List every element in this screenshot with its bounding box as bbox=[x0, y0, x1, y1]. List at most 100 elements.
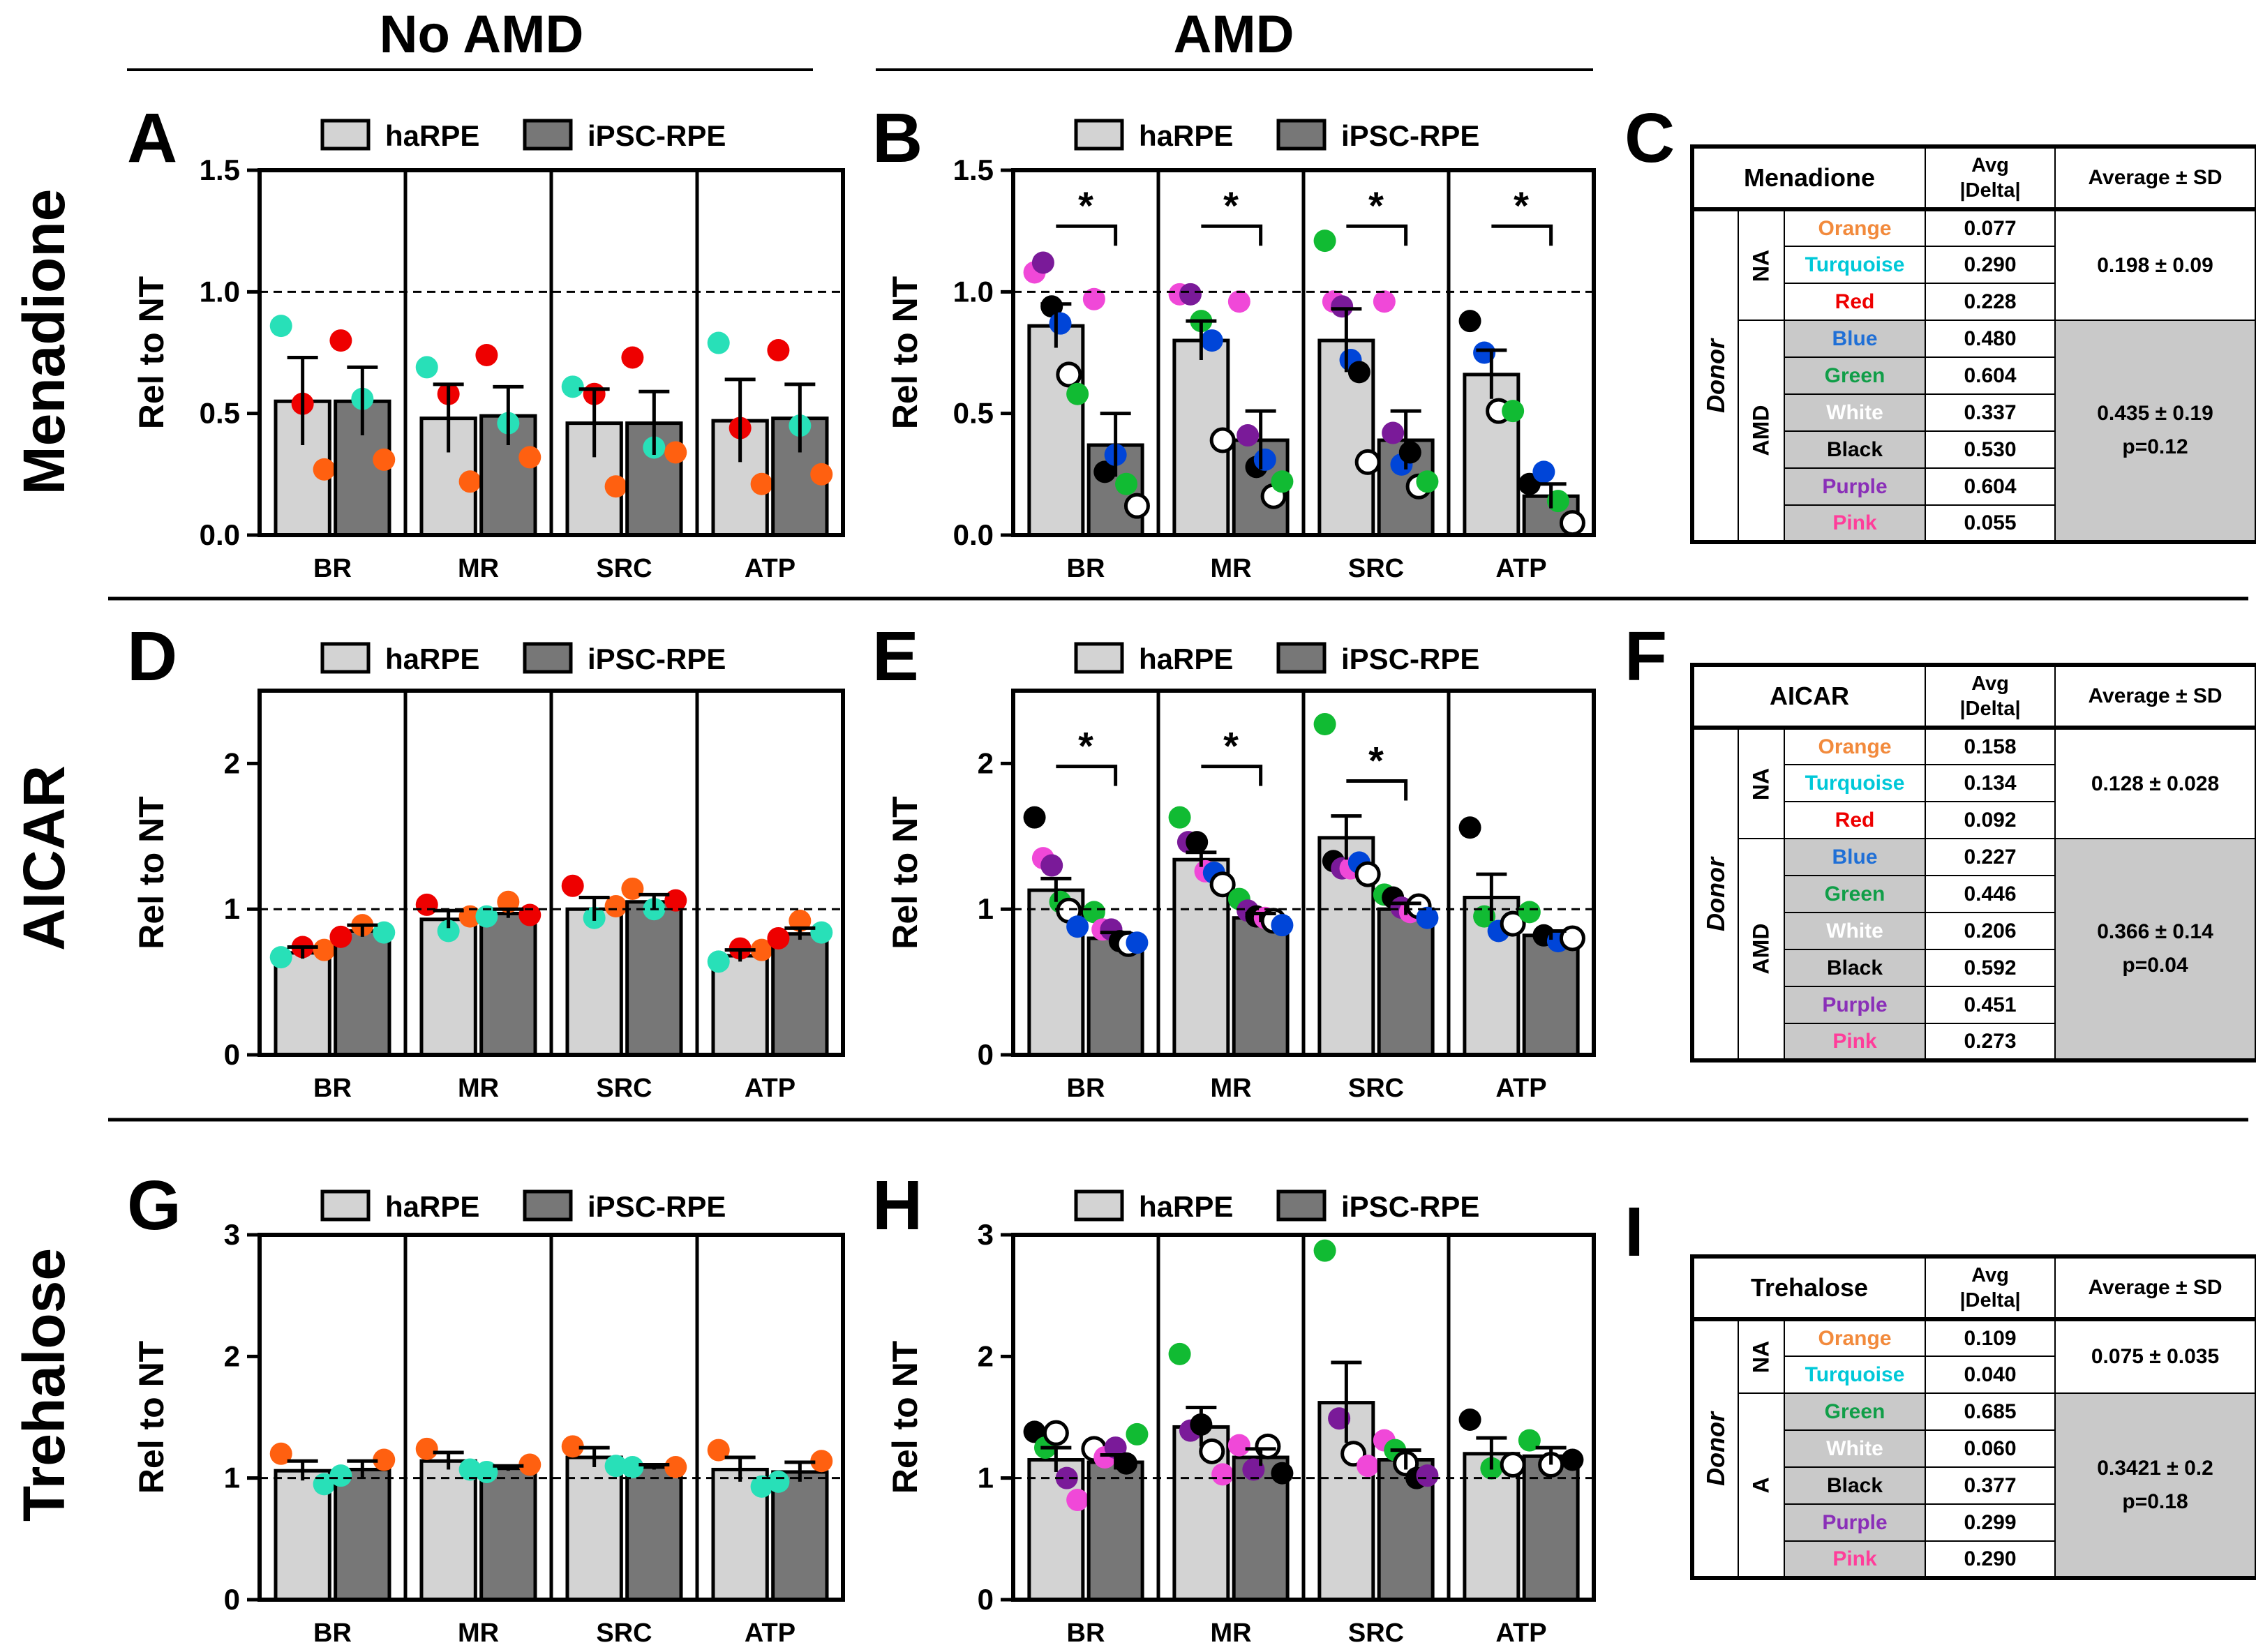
group-label: AMD bbox=[1748, 405, 1774, 456]
data-point-green bbox=[1416, 470, 1439, 493]
data-point-white bbox=[1123, 493, 1150, 519]
plot-frame bbox=[257, 168, 845, 537]
y-axis-label: Rel to NT bbox=[132, 796, 171, 949]
donor-name: Orange bbox=[1783, 209, 1927, 247]
data-point-red bbox=[329, 925, 352, 948]
table-title: AICAR bbox=[1691, 664, 1927, 730]
donor-avg-delta: 0.604 bbox=[1925, 356, 2056, 395]
legend-label-harpe: haRPE bbox=[1139, 643, 1233, 675]
plot-frame bbox=[1011, 689, 1596, 1057]
data-point-black bbox=[1093, 460, 1116, 483]
data-point-white bbox=[1056, 361, 1082, 388]
data-point-green bbox=[1518, 1429, 1541, 1452]
data-point-turquoise bbox=[604, 1455, 627, 1478]
legend-label-harpe: haRPE bbox=[1139, 1190, 1233, 1223]
data-point-green bbox=[1168, 1342, 1191, 1365]
donor-label: Donor bbox=[1701, 857, 1730, 931]
donor-name: Red bbox=[1783, 283, 1927, 321]
data-point-white bbox=[1209, 871, 1236, 898]
donor-name: Black bbox=[1783, 430, 1927, 469]
bar-ipsc-rpe-br bbox=[1086, 936, 1144, 1057]
data-point-orange bbox=[604, 895, 627, 918]
table-c: Menadione Avg |Delta| Average ± SD Donor NA Or… bbox=[1690, 144, 2256, 544]
panel-letter-e: E bbox=[872, 617, 919, 696]
y-tick-label: 0.0 bbox=[953, 518, 994, 551]
significance-bracket bbox=[1056, 765, 1118, 786]
donor-name: Black bbox=[1783, 949, 1927, 987]
legend-swatch-harpe bbox=[1074, 1189, 1124, 1222]
significance-bracket bbox=[1201, 765, 1263, 786]
x-tick-label: BR bbox=[1067, 1074, 1105, 1103]
donor-name: Red bbox=[1783, 801, 1927, 839]
data-point-turquoise bbox=[810, 921, 833, 944]
data-point-green bbox=[1313, 1239, 1336, 1262]
donor-avg-delta: 0.290 bbox=[1925, 246, 2056, 284]
group-summary-value: 0.075 ± 0.035 bbox=[2091, 1345, 2220, 1368]
chart-panel-a: BR MR SRC ATP 0.0 0.5 1.0 1.5 Rel to NT haRPE iPSC… bbox=[132, 119, 845, 583]
donor-name: Green bbox=[1783, 875, 1927, 913]
significance-star: * bbox=[1078, 183, 1093, 227]
bar-ipsc-rpe-atp bbox=[771, 1470, 829, 1602]
group-label: A bbox=[1748, 1476, 1774, 1494]
donor-name: White bbox=[1783, 912, 1927, 950]
group-label: NA bbox=[1748, 1340, 1774, 1374]
table-title: Menadione bbox=[1691, 146, 1927, 211]
y-tick-label: 2 bbox=[224, 1339, 240, 1372]
legend-label-ipsc: iPSC-RPE bbox=[588, 119, 726, 152]
bar-ipsc-rpe-atp bbox=[1522, 933, 1580, 1057]
data-point-pink bbox=[1211, 1463, 1234, 1486]
legend-swatch-harpe bbox=[320, 642, 371, 674]
data-point-white bbox=[1500, 910, 1526, 937]
donor-name: Purple bbox=[1783, 1503, 1927, 1542]
x-tick-label: SRC bbox=[596, 554, 652, 583]
data-point-white bbox=[1209, 427, 1236, 453]
group-summary: 0.3421 ± 0.2 p=0.18 bbox=[2054, 1392, 2256, 1579]
legend-label-ipsc: iPSC-RPE bbox=[1341, 643, 1479, 675]
donor-avg-delta: 0.377 bbox=[1925, 1466, 2056, 1505]
data-point-green bbox=[1115, 472, 1138, 495]
group-summary: 0.366 ± 0.14 p=0.04 bbox=[2054, 838, 2256, 1061]
y-axis-label: Rel to NT bbox=[132, 1341, 171, 1494]
group-summary-pvalue: p=0.12 bbox=[2122, 435, 2188, 458]
col-avg-line1: Avg bbox=[1971, 154, 2009, 177]
table-row: Donor NA Orange 0.109 0.075 ± 0.035 bbox=[1691, 1319, 2256, 1579]
data-point-red bbox=[664, 889, 687, 912]
significance-star: * bbox=[1368, 183, 1384, 227]
group-label-cell: A bbox=[1738, 1392, 1785, 1579]
group-label-cell: AMD bbox=[1738, 320, 1785, 543]
table-row: Red 0.092 bbox=[1692, 801, 2256, 839]
data-point-orange bbox=[664, 441, 687, 464]
data-point-orange bbox=[458, 470, 481, 493]
donor-avg-delta: 0.227 bbox=[1925, 838, 2056, 876]
data-point-orange bbox=[518, 446, 541, 469]
donor-avg-delta: 0.206 bbox=[1925, 912, 2056, 950]
group-summary: 0.075 ± 0.035 bbox=[2054, 1319, 2256, 1394]
data-point-turquoise bbox=[475, 905, 498, 928]
donor-name: Orange bbox=[1783, 727, 1927, 765]
data-point-orange bbox=[810, 1450, 833, 1473]
significance-star: * bbox=[1078, 724, 1093, 768]
panel-letter-f: F bbox=[1624, 617, 1667, 696]
data-point-black bbox=[1347, 361, 1370, 384]
data-point-purple bbox=[1331, 295, 1354, 318]
y-tick-label: 0.0 bbox=[200, 518, 240, 551]
legend-swatch-harpe bbox=[320, 119, 371, 151]
data-point-pink bbox=[1227, 290, 1250, 313]
y-tick-label: 2 bbox=[978, 746, 994, 779]
table-row: A Green 0.685 0.3421 ± 0.2 p=0.18 bbox=[1692, 1392, 2256, 1579]
data-point-pink bbox=[1227, 1434, 1250, 1457]
data-point-purple bbox=[1040, 854, 1063, 877]
x-tick-label: ATP bbox=[1495, 1619, 1546, 1648]
donor-label: Donor bbox=[1701, 338, 1730, 413]
table-row: White 0.337 bbox=[1692, 393, 2256, 432]
data-point-black bbox=[1398, 441, 1421, 464]
table-row: Green 0.446 bbox=[1692, 875, 2256, 913]
significance-star: * bbox=[1368, 738, 1384, 782]
data-point-blue bbox=[1416, 906, 1439, 929]
data-point-purple bbox=[1382, 421, 1405, 444]
data-point-black bbox=[1458, 1408, 1481, 1431]
legend-swatch-harpe bbox=[1074, 642, 1124, 674]
data-point-orange bbox=[810, 463, 833, 486]
donor-name: Green bbox=[1783, 356, 1927, 395]
x-tick-label: SRC bbox=[596, 1619, 652, 1648]
